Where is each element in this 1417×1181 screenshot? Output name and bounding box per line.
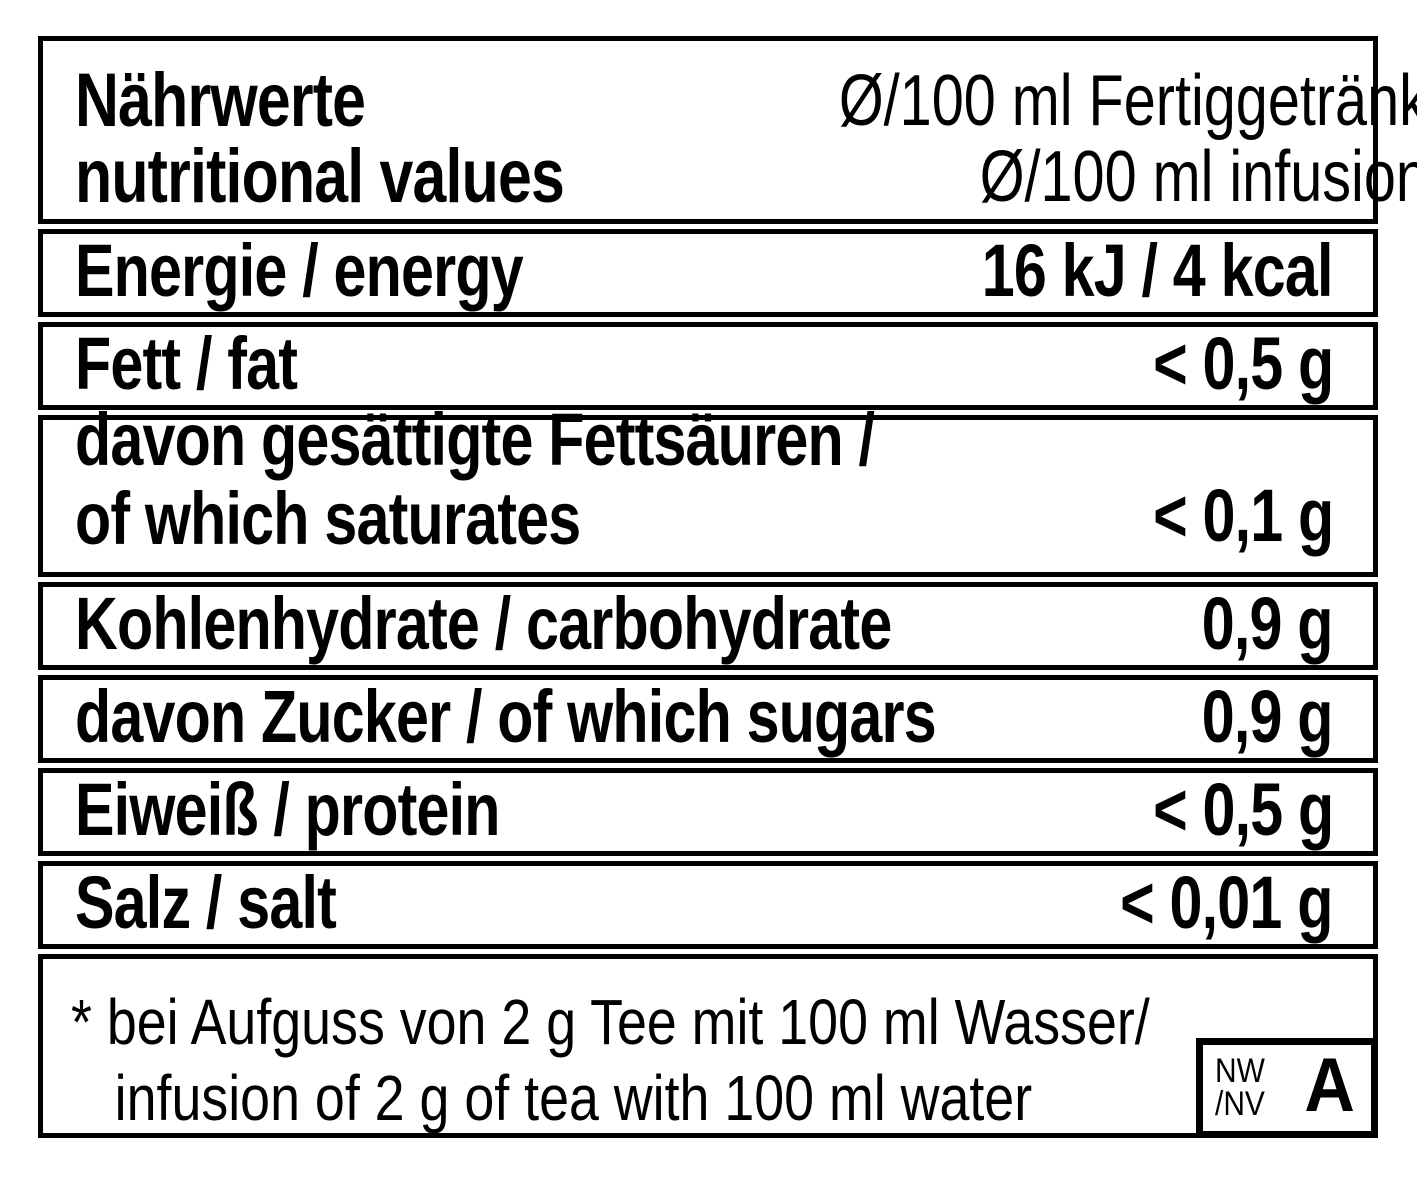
- row-label: davon gesättigte Fettsäuren / of which s…: [75, 398, 875, 560]
- footnote-line-1: * bei Aufguss von 2 g Tee mit 100 ml Was…: [71, 986, 1150, 1058]
- row-saturates: davon gesättigte Fettsäuren / of which s…: [38, 400, 1378, 577]
- row-salt: Salz / salt < 0,01 g: [38, 861, 1378, 949]
- row-label: davon Zucker / of which sugars: [75, 674, 937, 758]
- row-value: < 0,5 g: [1152, 321, 1334, 405]
- row-value: < 0,01 g: [1120, 860, 1334, 944]
- nw-nv-codes: NW /NV: [1215, 1051, 1265, 1123]
- title-de: Nährwerte: [75, 58, 366, 143]
- table-title: Nährwerte nutritional values: [75, 58, 565, 219]
- header-row: Nährwerte nutritional values Ø/100 ml Fe…: [38, 36, 1417, 224]
- column-header: Ø/100 ml Fertiggetränk* Ø/100 ml infusio…: [839, 63, 1417, 216]
- title-en: nutritional values: [75, 134, 565, 219]
- unit-de: Ø/100 ml Fertiggetränk*: [839, 61, 1417, 141]
- unit-en: Ø/100 ml infusion*: [979, 137, 1417, 218]
- row-label-line-1: davon gesättigte Fettsäuren /: [75, 398, 875, 482]
- row-carbohydrate: Kohlenhydrate / carbohydrate 0,9 g: [38, 582, 1378, 670]
- nw-code-top: NW: [1215, 1051, 1265, 1090]
- row-value: 16 kJ / 4 kcal: [982, 228, 1334, 312]
- row-value: 0,9 g: [1202, 581, 1334, 665]
- row-fat: Fett / fat < 0,5 g: [38, 322, 1378, 410]
- row-value: < 0,1 g: [1152, 474, 1334, 557]
- nw-nv-badge: NW /NV A: [1196, 1038, 1378, 1138]
- nutrition-label: Nährwerte nutritional values Ø/100 ml Fe…: [38, 36, 1417, 1138]
- row-value: 0,9 g: [1202, 674, 1334, 758]
- grade-letter: A: [1304, 1043, 1355, 1128]
- row-value: < 0,5 g: [1152, 767, 1334, 851]
- row-protein: Eiweiß / protein < 0,5 g: [38, 768, 1378, 856]
- nw-code-bottom: /NV: [1215, 1085, 1265, 1123]
- row-sugars: davon Zucker / of which sugars 0,9 g: [38, 675, 1378, 763]
- row-label-line-2: of which saturates: [75, 476, 581, 560]
- row-label: Energie / energy: [75, 228, 524, 312]
- row-energy: Energie / energy 16 kJ / 4 kcal: [38, 229, 1378, 317]
- row-label: Fett / fat: [75, 321, 298, 405]
- row-label: Eiweiß / protein: [75, 767, 500, 851]
- footnote-line-2: infusion of 2 g of tea with 100 ml water: [114, 1061, 1033, 1134]
- footnote: * bei Aufguss von 2 g Tee mit 100 ml Was…: [71, 985, 1150, 1136]
- row-label: Kohlenhydrate / carbohydrate: [75, 581, 892, 665]
- row-label: Salz / salt: [75, 860, 337, 944]
- footnote-row: * bei Aufguss von 2 g Tee mit 100 ml Was…: [38, 954, 1378, 1138]
